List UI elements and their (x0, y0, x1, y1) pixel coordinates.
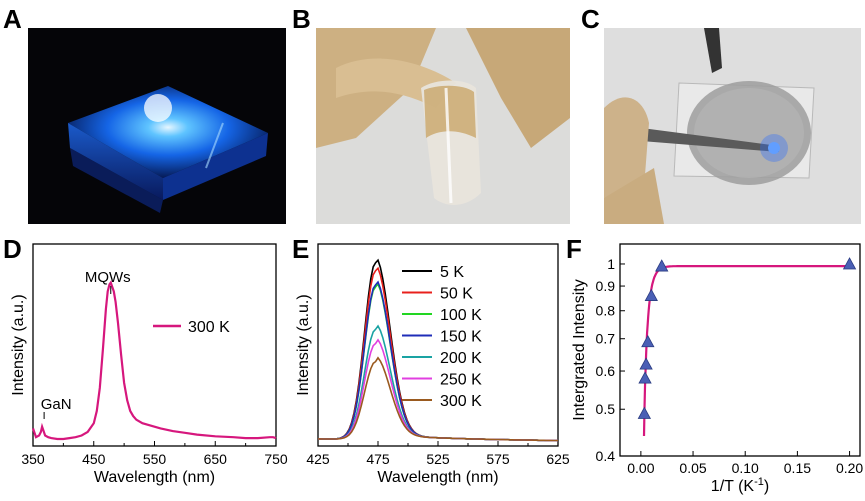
chart-d-legend-label: 300 K (188, 319, 230, 336)
chart-d-xtick-label: 550 (143, 451, 167, 467)
chart-f-ytick-label: 0.6 (596, 363, 616, 379)
chart-f-data-point (641, 334, 655, 348)
chart-e-legend-label: 300 K (440, 393, 482, 410)
photo-a-glowing-led-chip (28, 28, 286, 224)
panel-letter-f: F (566, 234, 582, 264)
chart-e-legend-label: 5 K (440, 264, 464, 281)
chart-f-xtick-label: 0.00 (627, 460, 654, 476)
chart-e-legend-label: 200 K (440, 350, 482, 367)
chart-d-ylabel: Intensity (a.u.) (10, 294, 27, 395)
chart-f-ytick-label: 0.8 (596, 303, 616, 319)
chart-f-ytick-label: 1 (607, 256, 615, 272)
panel-letter-b: B (292, 4, 311, 34)
chart-d-frame (32, 243, 277, 447)
chart-f: 0.00 0.05 0.10 0.15 0.20 0.4 0.5 0.6 0.7 0.8 0.9 1 1… (571, 243, 863, 495)
chart-f-data-point (644, 288, 658, 301)
chart-f-ytick-label: 0.5 (596, 401, 616, 417)
chart-d-xlabel: Wavelength (nm) (94, 469, 215, 486)
chart-e-xtick-label: 425 (306, 451, 330, 467)
photo-b-flexible-film-in-gloved-hand (316, 28, 570, 224)
chart-e-xtick-label: 525 (426, 451, 450, 467)
chart-e-xtick-label: 625 (546, 451, 570, 467)
photo-c-tweezers-with-glowing-film (604, 28, 861, 224)
led-chip-illustration (68, 86, 268, 213)
chart-e-legend-label: 50 K (440, 286, 473, 303)
chart-e-series-150k (318, 280, 558, 442)
flexible-film-illustration (316, 28, 570, 224)
chart-d-annotation-mqws: MQWs (85, 269, 131, 286)
panel-letter-e: E (292, 234, 310, 264)
chart-f-ylabel: Intergrated Intensity (571, 279, 588, 420)
chart-d-xtick-label: 350 (21, 451, 45, 467)
chart-f-ytick-label: 0.4 (596, 448, 616, 464)
panel-letter-d: D (3, 234, 22, 264)
chart-f-xlabel-superscript: -1 (754, 476, 764, 488)
chart-e-xtick-label: 475 (366, 451, 390, 467)
panel-letter-c: C (581, 4, 600, 34)
chart-e: 425 475 525 575 625 Wavelength (nm) Intensity … (295, 243, 570, 486)
panel-letter-a: A (3, 4, 22, 34)
chart-e-xtick-label: 575 (486, 451, 510, 467)
chart-d-xtick-label: 450 (82, 451, 106, 467)
chart-f-data-point (638, 371, 652, 384)
chart-f-data-point (842, 257, 857, 270)
chart-f-frame (619, 243, 861, 457)
chart-e-legend-label: 150 K (440, 329, 482, 346)
chart-d-annotation-gan: GaN (41, 396, 72, 413)
chart-d: 350 450 550 650 750 Wavelength (nm) Intensity … (10, 243, 288, 486)
chart-f-xlabel-end: ) (764, 478, 769, 495)
chart-f-xtick-label: 0.15 (784, 460, 811, 476)
chart-f-data-point (655, 259, 669, 272)
chart-e-ylabel: Intensity (a.u.) (295, 294, 312, 395)
chart-e-legend-label: 250 K (440, 372, 482, 389)
chart-f-xlabel: 1/T (K-1) (711, 476, 769, 495)
chart-d-xtick-label: 750 (264, 451, 288, 467)
chart-f-xtick-label: 0.20 (836, 460, 863, 476)
chart-f-ytick-label: 0.7 (596, 331, 616, 347)
chart-e-xlabel: Wavelength (nm) (377, 469, 498, 486)
chart-f-xtick-label: 0.05 (679, 460, 706, 476)
chart-e-series-300k (318, 356, 558, 442)
tweezers-film-illustration (604, 28, 861, 224)
chart-d-series-300k (31, 280, 277, 441)
chart-f-data-point (637, 406, 652, 419)
chart-d-xtick-label: 650 (204, 451, 228, 467)
chart-e-legend-label: 100 K (440, 307, 482, 324)
chart-f-fit-curve (642, 265, 849, 437)
chart-f-data-point (639, 357, 653, 370)
chart-f-xtick-label: 0.10 (732, 460, 759, 476)
chart-e-series-250k (318, 338, 558, 442)
chart-f-ytick-label: 0.9 (596, 278, 616, 294)
